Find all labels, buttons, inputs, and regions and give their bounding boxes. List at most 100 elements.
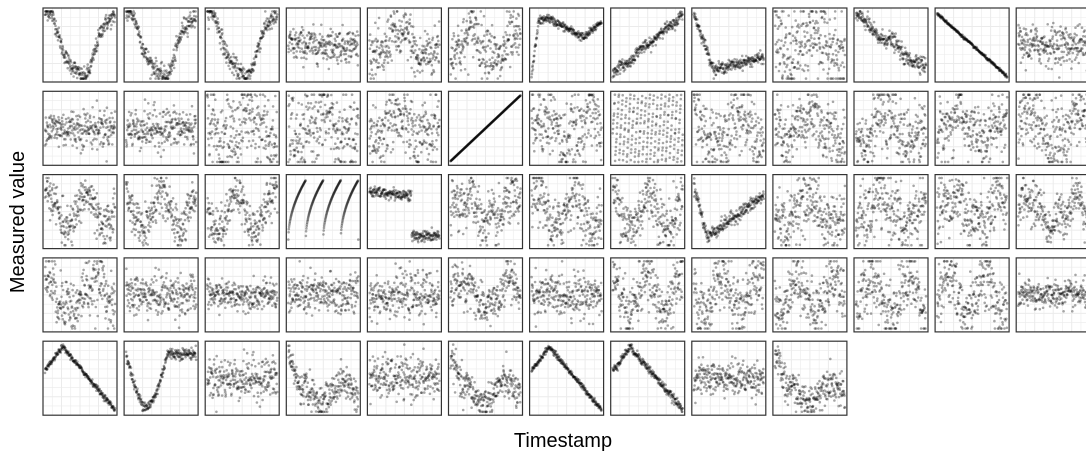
data-point xyxy=(73,61,77,65)
data-point xyxy=(408,40,412,44)
data-point xyxy=(64,138,67,141)
data-point xyxy=(98,32,101,36)
data-point xyxy=(323,120,327,124)
data-point xyxy=(1049,52,1053,56)
data-point xyxy=(1018,43,1021,46)
data-point xyxy=(243,93,247,96)
data-point xyxy=(479,10,483,13)
data-point xyxy=(1076,46,1080,50)
data-point xyxy=(399,24,402,28)
data-point xyxy=(294,31,298,34)
data-point xyxy=(62,113,65,117)
data-point xyxy=(291,38,294,41)
data-point xyxy=(85,74,88,77)
data-point xyxy=(427,37,431,41)
data-point xyxy=(811,19,815,23)
data-point xyxy=(244,121,247,125)
data-point xyxy=(230,106,233,109)
data-point xyxy=(452,67,455,70)
data-point xyxy=(378,46,381,50)
data-point xyxy=(251,107,254,111)
data-point xyxy=(831,40,834,44)
data-point xyxy=(488,32,492,36)
data-point xyxy=(187,118,190,121)
data-point xyxy=(399,110,403,113)
data-point xyxy=(392,111,396,115)
data-point xyxy=(160,141,164,145)
data-point xyxy=(238,147,242,150)
data-point xyxy=(431,143,434,146)
data-point xyxy=(1053,62,1057,65)
data-point xyxy=(432,124,436,128)
data-point xyxy=(802,22,805,25)
data-point xyxy=(1071,43,1074,47)
data-point xyxy=(356,54,360,58)
data-point xyxy=(288,158,292,161)
data-point xyxy=(1079,49,1083,53)
data-point xyxy=(95,40,99,43)
data-point xyxy=(105,22,108,26)
data-point xyxy=(83,71,87,75)
data-point xyxy=(320,119,324,122)
facet-panel xyxy=(42,90,118,166)
data-point xyxy=(57,145,61,149)
data-point xyxy=(518,43,521,47)
data-point xyxy=(172,48,175,51)
data-point xyxy=(1078,40,1082,44)
data-point xyxy=(52,114,56,118)
data-point xyxy=(386,128,390,132)
data-point xyxy=(411,25,415,29)
data-point xyxy=(62,56,66,59)
data-point xyxy=(95,49,99,53)
data-point xyxy=(54,124,58,127)
data-point xyxy=(105,160,108,163)
data-point xyxy=(147,50,150,54)
data-point xyxy=(288,32,292,36)
data-point xyxy=(295,113,299,116)
data-point xyxy=(56,127,60,130)
data-point xyxy=(308,41,311,45)
data-point xyxy=(536,31,539,34)
data-point xyxy=(409,13,412,16)
data-point xyxy=(421,103,424,107)
data-point xyxy=(1037,45,1040,48)
data-point xyxy=(300,31,303,34)
data-point xyxy=(192,138,195,141)
data-point xyxy=(417,130,421,134)
data-point xyxy=(781,77,784,80)
data-point xyxy=(326,115,329,119)
data-point xyxy=(265,28,269,32)
data-point xyxy=(224,119,227,123)
data-point xyxy=(797,23,800,26)
data-point xyxy=(292,139,295,142)
data-point xyxy=(311,107,314,110)
data-point xyxy=(407,145,411,149)
data-point xyxy=(218,41,222,45)
data-point xyxy=(237,73,240,76)
data-point xyxy=(374,37,378,41)
data-point xyxy=(232,147,236,151)
data-point xyxy=(315,126,319,130)
data-point xyxy=(72,122,76,126)
data-point xyxy=(100,25,103,29)
data-point xyxy=(185,121,189,125)
data-point xyxy=(95,138,98,141)
data-point xyxy=(557,27,560,30)
data-point xyxy=(1031,23,1035,26)
data-point xyxy=(312,136,316,139)
data-point xyxy=(783,41,787,44)
data-point xyxy=(383,160,386,164)
data-point xyxy=(298,46,301,50)
data-point xyxy=(466,41,470,45)
data-point xyxy=(168,114,172,117)
data-point xyxy=(499,61,503,64)
data-point xyxy=(287,160,290,164)
facet-panel xyxy=(447,7,524,83)
data-point xyxy=(232,100,235,103)
data-point xyxy=(329,27,333,31)
data-point xyxy=(804,44,807,48)
data-point xyxy=(46,12,50,16)
data-point xyxy=(394,115,397,118)
data-point xyxy=(348,137,351,141)
data-point xyxy=(300,103,304,106)
